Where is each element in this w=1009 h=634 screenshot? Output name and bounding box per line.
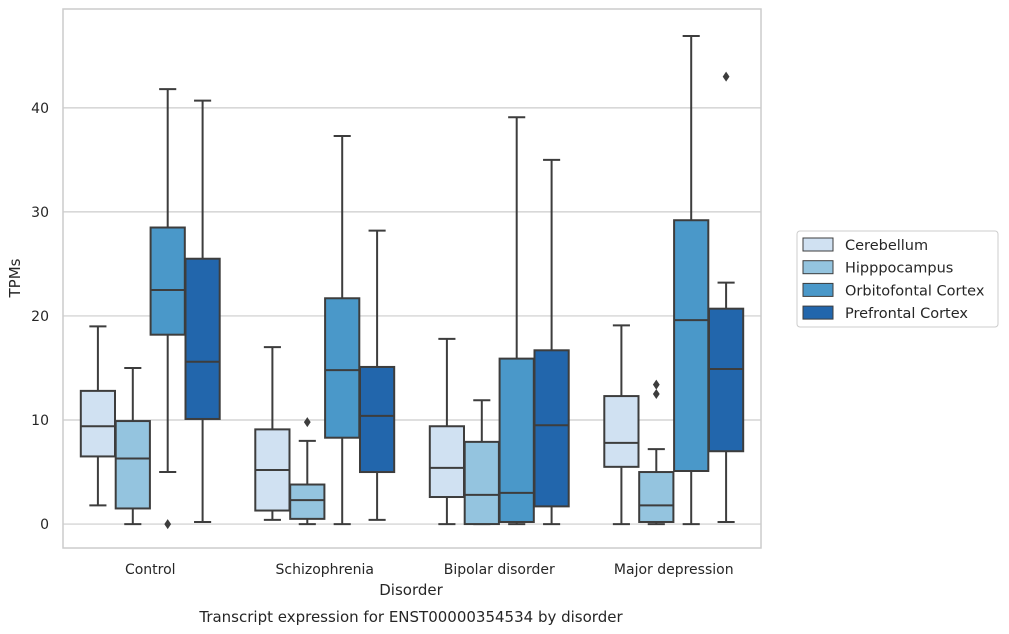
box-iqr <box>79 389 117 458</box>
box-hipppocampus <box>289 417 326 526</box>
x-axis-title: Disorder <box>379 581 443 599</box>
outlier-point <box>652 389 660 399</box>
box-iqr <box>463 440 500 526</box>
box-hipppocampus <box>114 366 151 526</box>
y-tick-labels: 0 10 20 30 40 <box>31 101 49 533</box>
legend-label: Cerebellum <box>845 238 928 254</box>
box-cerebellum <box>428 337 466 526</box>
y-tick-label: 20 <box>31 309 49 325</box>
box-iqr <box>603 395 640 468</box>
box-iqr <box>638 471 675 523</box>
legend-label: Hipppocampus <box>845 261 953 277</box>
plot-frame <box>62 8 762 549</box>
box-iqr <box>428 425 466 499</box>
outlier-point <box>722 71 730 82</box>
outlier-point <box>303 417 311 428</box>
box-iqr <box>149 226 186 336</box>
x-tick-label: Bipolar disorder <box>444 562 555 578</box>
y-tick-label: 10 <box>31 413 49 429</box>
y-tick-label: 40 <box>31 101 49 117</box>
legend: Cerebellum Hipppocampus Orbitofontal Corte… <box>796 230 999 328</box>
legend-frame <box>796 230 999 328</box>
legend-swatch <box>802 282 834 297</box>
box-cerebellum <box>254 346 291 521</box>
legend-label: Prefrontal Cortex <box>845 306 968 322</box>
box-cerebellum <box>79 325 117 507</box>
x-tick-label: Control <box>125 562 176 578</box>
boxes <box>79 35 745 530</box>
outlier-point <box>652 379 660 390</box>
box-cerebellum <box>603 324 640 526</box>
y-tick-label: 0 <box>40 517 49 533</box>
box-iqr <box>533 349 570 508</box>
box-iqr <box>289 483 326 520</box>
box-prefrontal-cortex <box>533 158 570 526</box>
box-prefrontal-cortex <box>358 229 396 521</box>
x-tick-labels: Control Schizophrenia Bipolar disorder Majo… <box>125 562 734 578</box>
box-hipppocampus <box>463 399 500 526</box>
legend-swatch <box>802 260 834 275</box>
chart-title: Transcript expression for ENST0000035453… <box>198 608 623 626</box>
box-prefrontal-cortex <box>707 71 745 523</box>
outlier-point <box>164 519 172 530</box>
box-iqr <box>358 365 396 474</box>
box-iqr <box>114 420 151 510</box>
x-tick-label: Major depression <box>614 562 734 578</box>
legend-swatch <box>802 237 834 252</box>
legend-swatch <box>802 305 834 320</box>
box-hipppocampus <box>638 379 675 526</box>
box-orbitofontal-cortex <box>149 88 186 530</box>
y-tick-label: 30 <box>31 205 49 221</box>
x-tick-label: Schizophrenia <box>276 562 374 578</box>
box-iqr <box>498 357 535 523</box>
box-iqr <box>184 257 221 420</box>
box-prefrontal-cortex <box>184 99 221 523</box>
legend-label: Orbitofontal Cortex <box>845 283 985 299</box>
legend-items: Cerebellum Hipppocampus Orbitofontal Corte… <box>802 237 985 322</box>
box-iqr <box>707 307 745 453</box>
y-axis-title: TPMs <box>6 258 24 298</box>
box-iqr <box>673 219 710 472</box>
box-orbitofontal-cortex <box>498 116 535 526</box>
box-iqr <box>324 297 361 439</box>
